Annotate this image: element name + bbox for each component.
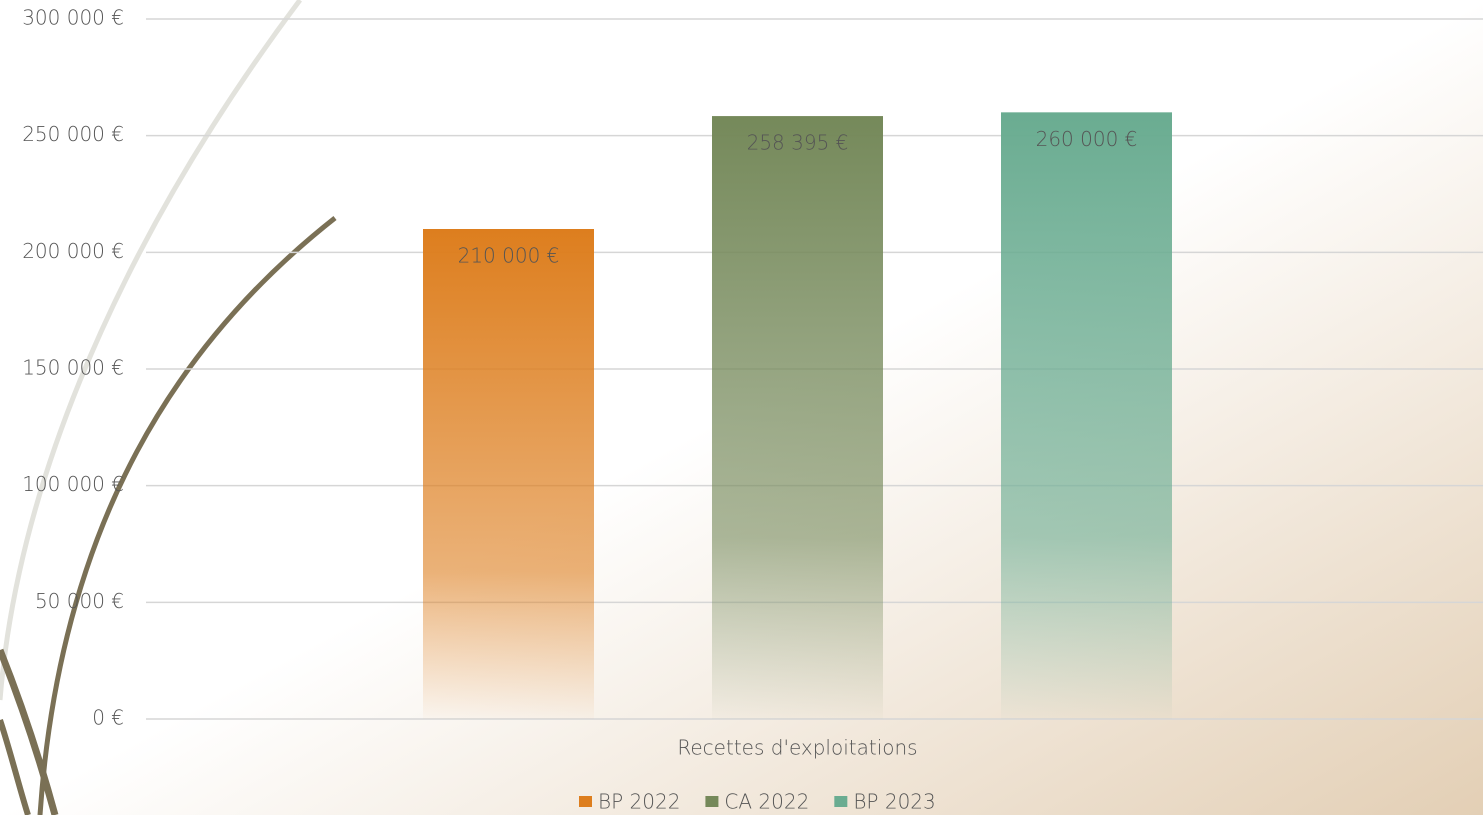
y-tick-label: 200 000 € (22, 239, 124, 263)
y-tick-label: 0 € (92, 706, 124, 730)
legend-label: CA 2022 (724, 790, 809, 814)
bar (423, 229, 594, 719)
legend-swatch (834, 796, 848, 807)
data-label: 258 395 € (747, 131, 849, 155)
bar (1001, 112, 1172, 720)
data-label: 210 000 € (458, 244, 560, 268)
y-tick-label: 300 000 € (22, 6, 124, 30)
y-tick-label: 50 000 € (35, 589, 124, 613)
decor-curve (0, 719, 31, 815)
legend-swatch (579, 796, 592, 807)
x-tick-label: Recettes d'exploitations (677, 736, 917, 760)
y-tick-label: 100 000 € (22, 472, 124, 496)
data-label: 260 000 € (1036, 127, 1138, 151)
decor-curve (0, 0, 303, 701)
y-tick-label: 250 000 € (22, 122, 124, 146)
legend-swatch (705, 796, 719, 807)
legend-label: BP 2023 (853, 790, 935, 814)
bar (712, 116, 883, 720)
decor-curve (0, 648, 59, 815)
y-tick-label: 150 000 € (22, 356, 124, 380)
decor-curve (37, 216, 337, 815)
legend-label: BP 2022 (598, 790, 680, 814)
